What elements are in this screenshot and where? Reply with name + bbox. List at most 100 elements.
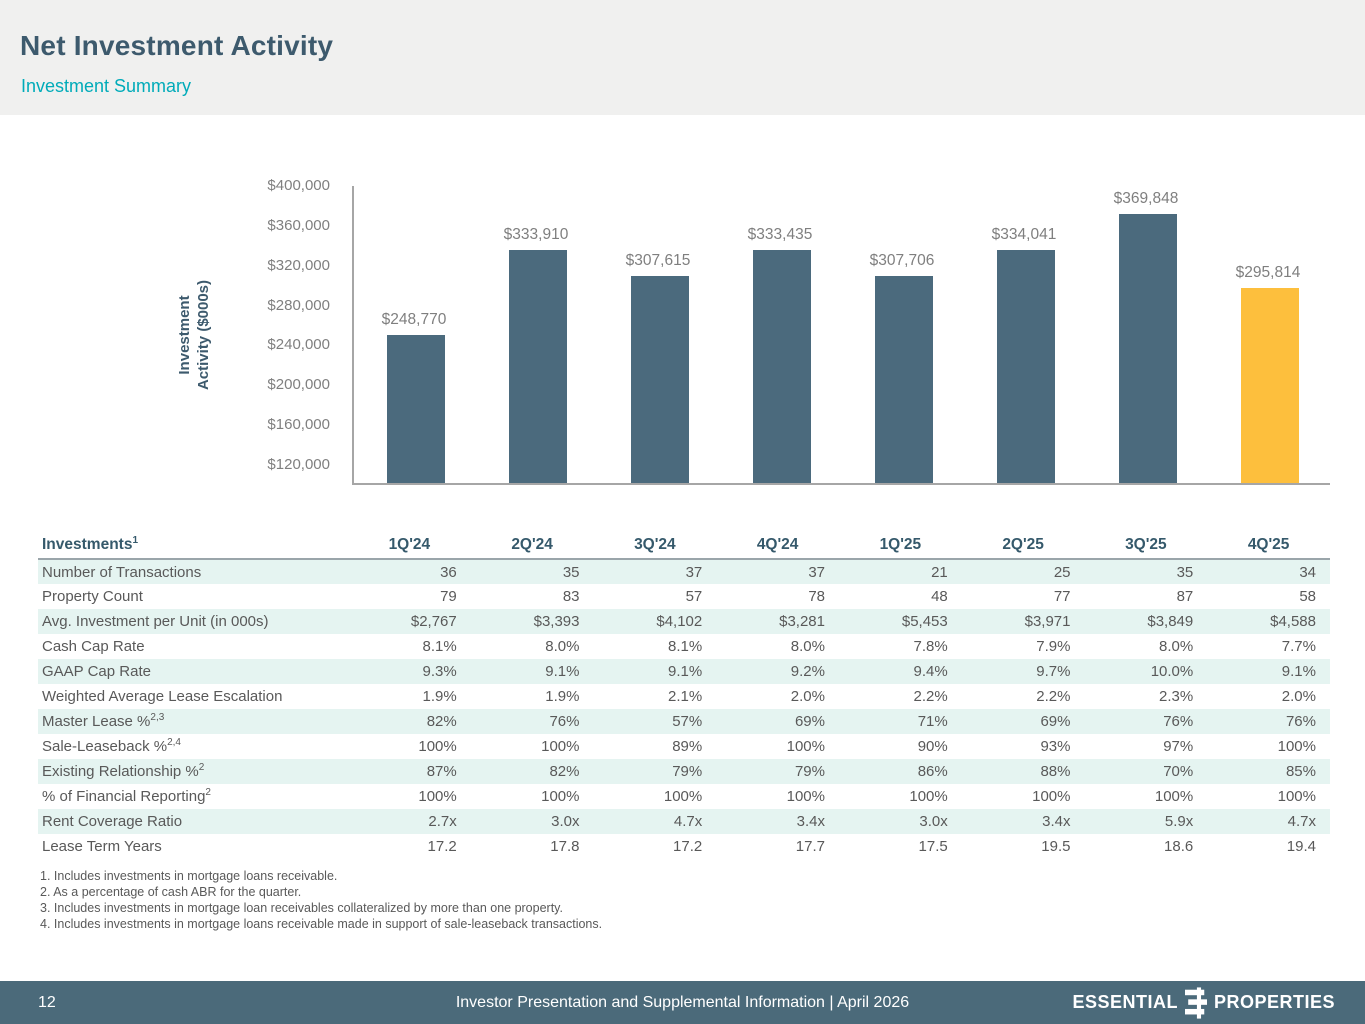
row-value: 3.4x <box>796 813 825 830</box>
y-axis-tick-label: $400,000 <box>267 177 330 194</box>
table-row: Cash Cap Rate 8.1% 8.0% 8.1% 8.0% 7.8% 7.9% 8.0… <box>38 634 1330 659</box>
row-value: 9.1% <box>545 663 580 680</box>
table-row: Existing Relationship %2 87% 82% 79% 79% 86% 8… <box>38 759 1330 784</box>
table-row: Lease Term Years 17.2 17.8 17.2 17.7 17.5 19.5… <box>38 834 1330 859</box>
row-value: 7.9% <box>1036 638 1071 655</box>
row-value: 17.2 <box>427 838 457 855</box>
column-header-2q25: 2Q'25 <box>961 532 1085 560</box>
logo-text-properties: PROPERTIES <box>1213 992 1335 1012</box>
row-value: 79% <box>672 763 703 780</box>
row-value: 100% <box>1154 788 1194 805</box>
row-value: 37 <box>685 563 703 581</box>
y-axis-tick-label: $240,000 <box>267 336 330 354</box>
row-label: Sale-Leaseback %2,4 <box>42 737 181 756</box>
investments-table-head: Investments1 1Q'24 2Q'24 3Q'24 4Q'24 1Q'25 2Q… <box>38 532 1330 560</box>
chart-bar-4q25 <box>1241 287 1299 483</box>
row-value: 9.3% <box>422 663 457 680</box>
row-value: 58 <box>1299 588 1316 605</box>
row-value: 3.0x <box>919 813 948 830</box>
row-value: 100% <box>909 788 948 805</box>
y-axis-title: Investment Activity ($000s) <box>176 279 212 391</box>
row-value: 76% <box>549 713 580 730</box>
column-header-4q25: 4Q'25 <box>1207 532 1330 560</box>
row-value: 2.2% <box>1036 688 1071 705</box>
footnotes: 1. Includes investments in mortgage loan… <box>40 868 602 932</box>
page-title: Net Investment Activity <box>20 30 334 61</box>
row-value: 93% <box>1040 738 1071 755</box>
row-value: 36 <box>440 563 457 581</box>
row-value: 79% <box>794 763 825 780</box>
y-axis-tick-label: $200,000 <box>267 376 330 394</box>
row-value: 100% <box>1032 788 1071 805</box>
table-row: Avg. Investment per Unit (in 000s) $2,767… <box>38 609 1330 634</box>
table-row: Weighted Average Lease Escalation 1.9% 1.9… <box>38 684 1330 709</box>
row-value: 100% <box>786 738 825 755</box>
row-value: 100% <box>1277 738 1316 755</box>
row-label-superscript: 2 <box>205 787 211 798</box>
row-value: 87% <box>426 763 457 780</box>
plot-area <box>352 186 1330 485</box>
row-label: Avg. Investment per Unit (in 000s) <box>42 613 269 630</box>
column-header-3q24: 3Q'24 <box>593 532 717 560</box>
row-value: 48 <box>931 588 948 605</box>
bar-value-label: $333,435 <box>747 226 813 244</box>
column-header-3q25: 3Q'25 <box>1084 532 1208 560</box>
company-logo: ESSENTIAL PROPERTIES <box>1072 981 1335 1024</box>
row-value: 19.4 <box>1286 838 1316 855</box>
column-header-4q24: 4Q'24 <box>716 532 839 560</box>
footnote-1: 1. Includes investments in mortgage loan… <box>40 869 338 883</box>
footnote-3: 3. Includes investments in mortgage loan… <box>40 901 563 915</box>
row-label: Existing Relationship %2 <box>42 762 205 781</box>
row-value: 100% <box>786 788 825 805</box>
row-label: Cash Cap Rate <box>42 638 145 655</box>
row-value: $4,102 <box>656 613 703 630</box>
row-value: $2,767 <box>410 613 457 630</box>
row-value: 17.5 <box>918 838 948 855</box>
bar-value-label: $307,706 <box>869 251 935 269</box>
bar-value-label: $307,615 <box>625 252 691 270</box>
row-label: Weighted Average Lease Escalation <box>42 688 283 705</box>
bar-value-label: $295,814 <box>1235 263 1301 281</box>
row-value: 1.9% <box>545 688 580 705</box>
row-value: $3,393 <box>533 613 580 630</box>
table-row: GAAP Cap Rate 9.3% 9.1% 9.1% 9.2% 9.4% 9.7% 10.… <box>38 659 1330 684</box>
column-header-1q25: 1Q'25 <box>839 532 962 560</box>
row-value: 2.3% <box>1159 688 1194 705</box>
chart-bar-4q24 <box>753 250 811 483</box>
y-axis-tick-label: $160,000 <box>267 416 330 434</box>
row-value: 85% <box>1285 763 1316 780</box>
row-label: Property Count <box>42 588 143 605</box>
row-value: 4.7x <box>1287 813 1316 830</box>
logo-text-essential: ESSENTIAL <box>1072 992 1178 1012</box>
row-value: 8.0% <box>545 638 580 655</box>
row-value: 9.2% <box>790 663 825 680</box>
row-value: 87 <box>1176 588 1194 605</box>
row-value: $3,281 <box>779 613 825 630</box>
row-value: 7.7% <box>1281 638 1316 655</box>
table-row: Sale-Leaseback %2,4 100% 100% 89% 100% 90% 93%… <box>38 734 1330 759</box>
chart-bar-3q24 <box>631 276 689 483</box>
row-value: 71% <box>917 713 948 730</box>
table-corner-label: Investments <box>42 536 133 553</box>
row-value: 19.5 <box>1041 838 1071 855</box>
table-corner-superscript: 1 <box>132 534 139 546</box>
column-header-1q24: 1Q'24 <box>348 532 471 560</box>
header-band: Net Investment Activity Investment Summa… <box>0 0 1365 115</box>
row-value: 88% <box>1040 763 1071 780</box>
row-value: 37 <box>808 563 825 581</box>
row-value: 82% <box>426 713 457 730</box>
row-label: Master Lease %2,3 <box>42 712 165 731</box>
row-value: 17.8 <box>550 838 580 855</box>
footnote-2: 2. As a percentage of cash ABR for the q… <box>40 885 302 899</box>
row-value: 4.7x <box>673 813 703 830</box>
y-axis-tick-label: $360,000 <box>267 216 330 234</box>
table-row: Master Lease %2,3 82% 76% 57% 69% 71% 69% 76% 76… <box>38 709 1330 734</box>
row-value: 2.2% <box>913 688 948 705</box>
row-value: 8.0% <box>790 638 825 655</box>
row-label: Rent Coverage Ratio <box>42 813 183 830</box>
row-value: 86% <box>917 763 948 780</box>
row-value: $3,971 <box>1024 613 1071 630</box>
row-value: 18.6 <box>1164 838 1194 855</box>
row-value: $3,849 <box>1147 613 1194 630</box>
table-row: Rent Coverage Ratio 2.7x 3.0x 4.7x 3.4x 3.0x 3… <box>38 809 1330 834</box>
